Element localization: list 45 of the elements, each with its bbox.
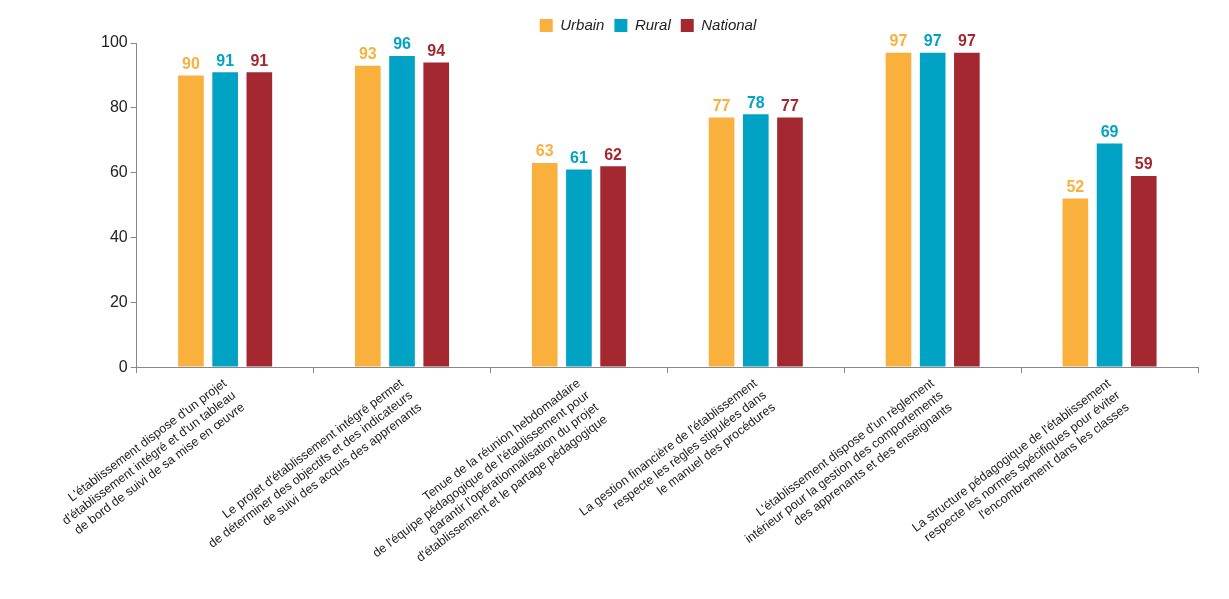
bar bbox=[531, 162, 558, 367]
bar bbox=[954, 52, 980, 367]
data-label: 90 bbox=[182, 54, 200, 72]
data-label: 91 bbox=[216, 51, 235, 69]
bar bbox=[885, 52, 912, 367]
data-label: 52 bbox=[1066, 177, 1085, 195]
bar bbox=[566, 169, 592, 367]
data-label: 61 bbox=[570, 148, 588, 166]
data-label: 78 bbox=[746, 93, 765, 111]
bar bbox=[1062, 198, 1089, 367]
data-label: 97 bbox=[957, 32, 976, 50]
legend-label: Rural bbox=[634, 15, 672, 33]
data-label: 69 bbox=[1100, 122, 1119, 140]
legend-label: National bbox=[701, 15, 757, 33]
legend-label: Urbain bbox=[560, 15, 605, 33]
bar bbox=[708, 117, 735, 367]
y-tick-label: 60 bbox=[109, 163, 128, 181]
data-label: 59 bbox=[1134, 155, 1153, 173]
bar bbox=[423, 62, 450, 367]
y-tick-label: 20 bbox=[109, 292, 128, 310]
bar bbox=[1130, 175, 1157, 367]
y-tick-label: 40 bbox=[109, 227, 128, 245]
bar bbox=[355, 65, 381, 367]
data-label: 96 bbox=[393, 35, 412, 53]
data-label: 94 bbox=[427, 41, 446, 59]
data-label: 77 bbox=[781, 96, 799, 114]
data-label: 91 bbox=[250, 51, 269, 69]
data-label: 97 bbox=[923, 32, 942, 50]
data-label: 93 bbox=[358, 45, 377, 63]
data-label: 63 bbox=[535, 142, 554, 160]
data-label: 77 bbox=[712, 96, 731, 114]
bar bbox=[389, 55, 415, 367]
bar bbox=[742, 114, 769, 367]
bar bbox=[600, 166, 626, 367]
data-label: 97 bbox=[889, 32, 908, 50]
y-tick-label: 80 bbox=[109, 98, 128, 116]
y-tick-label: 100 bbox=[100, 33, 128, 51]
bar bbox=[1096, 143, 1123, 367]
bar bbox=[212, 72, 238, 367]
bar bbox=[777, 117, 803, 367]
y-tick-label: 0 bbox=[118, 357, 128, 375]
data-label: 62 bbox=[604, 145, 623, 163]
bar bbox=[178, 75, 204, 367]
bar bbox=[246, 72, 273, 367]
bar bbox=[919, 52, 946, 367]
